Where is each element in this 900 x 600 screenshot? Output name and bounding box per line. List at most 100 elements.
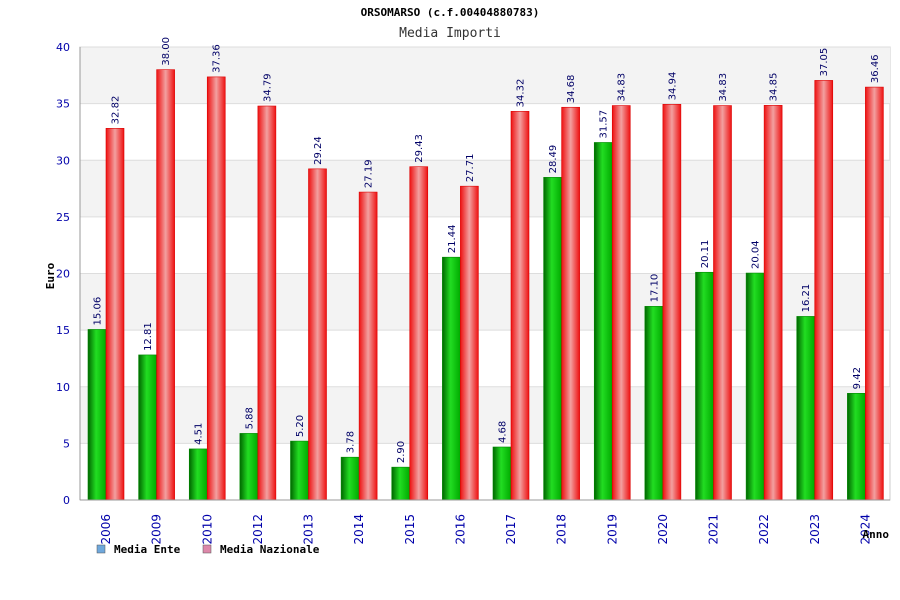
data-label: 2.90: [396, 441, 407, 463]
y-tick-label: 0: [63, 494, 70, 507]
bar-media-ente: [644, 306, 664, 501]
legend-swatch: [202, 544, 212, 554]
bar-media-ente: [391, 466, 411, 501]
data-label: 34.79: [262, 73, 273, 102]
data-label: 17.10: [649, 274, 660, 303]
data-label: 4.68: [498, 421, 509, 443]
x-tick-label: 2023: [808, 514, 822, 545]
chart-subtitle: Media Importi: [399, 26, 501, 41]
data-label: 9.42: [852, 367, 863, 389]
y-tick-label: 5: [63, 437, 70, 450]
bar-media-nazionale: [662, 104, 682, 501]
data-label: 34.32: [516, 79, 527, 108]
bar-media-ente: [847, 393, 866, 501]
data-label: 34.94: [667, 72, 678, 101]
x-tick-label: 2018: [555, 514, 569, 545]
x-tick-label: 2016: [453, 514, 467, 545]
data-label: 12.81: [143, 322, 154, 351]
data-label: 29.43: [414, 134, 425, 163]
bar-media-ente: [290, 440, 309, 501]
chart-title: ORSOMARSO (c.f.00404880783): [361, 6, 540, 19]
data-label: 5.20: [295, 415, 306, 437]
x-tick-label: 2012: [251, 514, 265, 545]
x-tick-label: 2017: [504, 514, 518, 545]
y-tick-label: 15: [56, 324, 70, 337]
x-tick-label: 2013: [302, 514, 316, 545]
data-label: 16.21: [801, 284, 812, 313]
x-tick-label: 2010: [200, 514, 214, 545]
data-label: 37.05: [819, 48, 830, 77]
bar-media-ente: [87, 329, 107, 501]
bar-media-nazionale: [865, 86, 884, 501]
bar-media-nazionale: [814, 80, 834, 501]
data-label: 3.78: [346, 431, 357, 453]
bar-media-ente: [796, 316, 816, 501]
data-label: 21.44: [447, 225, 458, 254]
bar-media-nazionale: [611, 105, 631, 501]
data-label: 32.82: [111, 96, 122, 125]
x-tick-label: 2022: [757, 514, 771, 545]
bar-media-ente: [138, 354, 157, 501]
bar-media-nazionale: [257, 105, 277, 501]
data-label: 34.85: [769, 73, 780, 102]
bar-media-ente: [492, 446, 512, 501]
x-axis-label: Anno: [863, 528, 890, 541]
legend-swatch: [96, 544, 106, 554]
bars: [87, 69, 884, 501]
y-tick-label: 10: [56, 381, 70, 394]
data-label: 4.51: [194, 423, 205, 445]
axes: 0 5 10 15 20 25 30 35 40 2006 2009 2010 2012 2013 2014…: [56, 41, 890, 545]
data-label: 27.71: [465, 154, 476, 183]
data-label: 36.46: [870, 54, 881, 83]
y-tick-label: 40: [56, 41, 70, 54]
value-labels: 15.06 32.82 12.81 38.00 4.51 37.36 5.88 34.79 5.…: [93, 37, 881, 463]
data-label: 20.04: [751, 240, 762, 269]
bar-media-nazionale: [510, 111, 530, 501]
legend-label: Media Nazionale: [220, 543, 320, 556]
data-label: 34.83: [617, 73, 628, 102]
bar-media-nazionale: [206, 76, 226, 501]
bar-media-ente: [239, 433, 259, 501]
bar-media-ente: [745, 272, 765, 501]
y-tick-label: 35: [56, 98, 70, 111]
x-tick-label: 2024: [858, 514, 872, 545]
bar-media-nazionale: [713, 105, 732, 501]
bar-media-ente: [340, 456, 360, 501]
bar-media-nazionale: [763, 105, 783, 501]
bar-media-nazionale: [460, 185, 479, 501]
bar-media-ente: [695, 271, 714, 501]
x-tick-label: 2006: [99, 514, 113, 545]
bar-media-nazionale: [308, 168, 327, 501]
bar-media-nazionale: [156, 69, 175, 501]
x-tick-label: 2014: [352, 514, 366, 545]
bar-media-nazionale: [358, 191, 378, 501]
bar-media-ente: [593, 142, 613, 501]
data-label: 20.11: [700, 240, 711, 269]
bar-media-ente: [188, 448, 208, 501]
data-label: 37.36: [212, 44, 223, 73]
bar-media-nazionale: [409, 166, 429, 501]
data-label: 15.06: [93, 297, 104, 326]
data-label: 34.83: [718, 73, 729, 102]
y-tick-label: 25: [56, 211, 70, 224]
data-label: 34.68: [566, 75, 577, 104]
bar-media-ente: [442, 256, 461, 501]
legend-label: Media Ente: [114, 543, 181, 556]
bar-media-nazionale: [561, 106, 580, 501]
y-axis-label: Euro: [44, 262, 57, 289]
x-tick-label: 2021: [707, 514, 721, 545]
x-tick-label: 2019: [605, 514, 619, 545]
bar-media-nazionale: [105, 128, 125, 501]
x-tick-label: 2020: [656, 514, 670, 545]
bar-media-ente: [543, 177, 562, 501]
data-label: 38.00: [161, 37, 172, 66]
y-tick-label: 30: [56, 154, 70, 167]
legend: Media Ente Media Nazionale: [96, 543, 320, 556]
data-label: 31.57: [599, 110, 610, 139]
x-tick-label: 2009: [150, 514, 164, 545]
y-tick-label: 20: [56, 268, 70, 281]
x-tick-label: 2015: [403, 514, 417, 545]
data-label: 5.88: [244, 407, 255, 429]
data-label: 28.49: [548, 145, 559, 174]
